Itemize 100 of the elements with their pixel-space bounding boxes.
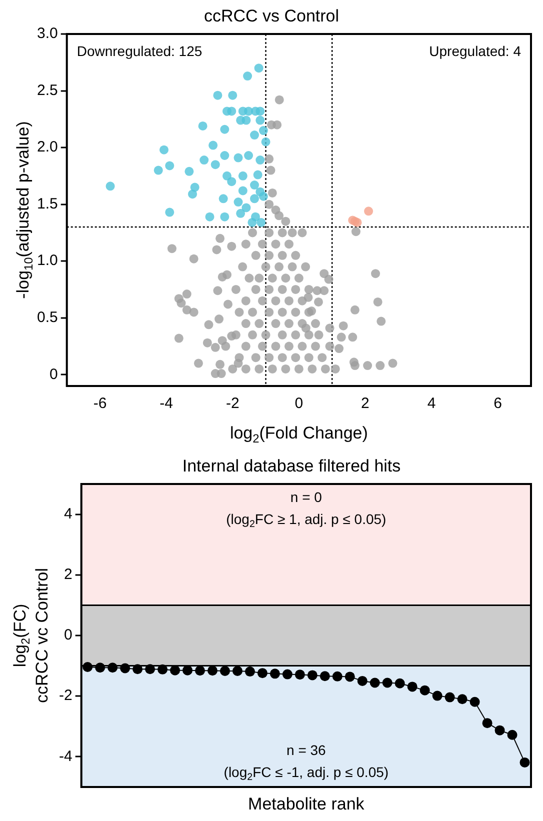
x-tick-label: 4 xyxy=(427,395,436,412)
point xyxy=(220,124,230,134)
point xyxy=(282,669,292,680)
point xyxy=(320,671,330,682)
point xyxy=(238,186,248,196)
point xyxy=(507,730,518,740)
point xyxy=(165,161,174,170)
point xyxy=(132,664,143,674)
point xyxy=(207,666,218,676)
y-axis-title: -log10(adjusted p-value) xyxy=(14,121,36,299)
point xyxy=(220,150,230,160)
point xyxy=(332,671,342,682)
point xyxy=(198,121,208,130)
point xyxy=(257,668,268,678)
point xyxy=(370,678,380,688)
point xyxy=(228,90,238,100)
point xyxy=(227,177,236,186)
point xyxy=(253,170,262,180)
x-tick-label: 0 xyxy=(294,395,304,412)
x-tick-label: 2 xyxy=(361,395,370,412)
annotation: Upregulated: 4 xyxy=(429,42,522,59)
chart-title: ccRCC vs Control xyxy=(204,6,340,26)
y-tick-label: 1.5 xyxy=(36,195,58,212)
point xyxy=(210,160,220,170)
annotation: Downregulated: 125 xyxy=(76,42,202,59)
point xyxy=(258,192,268,201)
y-tick-label: -4 xyxy=(58,748,72,765)
point xyxy=(188,190,198,199)
point xyxy=(261,137,270,146)
y-tick-label: 0 xyxy=(50,366,58,383)
y-tick-label: 4 xyxy=(64,505,72,522)
point xyxy=(222,171,232,180)
x-tick-label: -4 xyxy=(160,395,173,412)
point xyxy=(220,212,230,222)
y-tick-label: 0 xyxy=(64,626,72,644)
point xyxy=(470,696,480,707)
x-tick-label: 6 xyxy=(494,395,502,412)
point xyxy=(208,140,218,150)
point xyxy=(364,206,374,216)
point xyxy=(106,182,115,191)
x-tick-label: -2 xyxy=(226,395,240,412)
point xyxy=(244,150,254,160)
point xyxy=(159,145,168,154)
point xyxy=(256,156,265,165)
point xyxy=(482,718,492,728)
point xyxy=(205,212,214,222)
point xyxy=(258,126,268,136)
point xyxy=(270,668,280,679)
y-tick-label: 2.5 xyxy=(36,82,58,99)
point xyxy=(184,166,194,176)
point xyxy=(294,670,305,680)
point xyxy=(394,678,405,688)
point xyxy=(227,106,236,116)
y-tick-label: 3.0 xyxy=(36,25,58,42)
point xyxy=(82,662,93,672)
point xyxy=(382,678,392,688)
point xyxy=(182,665,193,676)
point xyxy=(213,90,222,100)
point xyxy=(256,218,266,227)
point xyxy=(108,662,118,673)
point xyxy=(520,757,530,768)
point xyxy=(234,153,243,162)
point xyxy=(256,116,265,125)
point xyxy=(218,194,228,204)
point xyxy=(248,218,257,227)
point xyxy=(357,676,368,686)
point xyxy=(165,208,174,217)
point xyxy=(232,666,242,676)
point xyxy=(244,666,255,677)
point xyxy=(256,106,265,116)
x-axis-title: Metabolite rank xyxy=(248,794,365,814)
point xyxy=(250,130,259,140)
point xyxy=(307,670,318,680)
x-tick-label: -6 xyxy=(93,395,107,412)
point xyxy=(236,208,246,218)
point xyxy=(344,672,355,682)
point xyxy=(254,64,264,73)
point xyxy=(250,180,259,190)
point xyxy=(195,666,205,676)
point xyxy=(250,194,259,204)
point xyxy=(234,198,243,207)
point xyxy=(420,685,430,696)
point xyxy=(145,664,156,674)
point xyxy=(432,690,442,701)
y-tick-label: -2 xyxy=(58,687,72,704)
y-tick-label: 1.0 xyxy=(36,252,58,270)
point xyxy=(242,116,251,125)
point xyxy=(158,664,168,674)
point xyxy=(154,166,163,175)
point xyxy=(200,156,209,165)
point xyxy=(170,665,180,676)
point xyxy=(220,666,230,676)
y-tick-label: 2.0 xyxy=(36,138,58,156)
point xyxy=(243,72,252,81)
point xyxy=(242,203,251,212)
point xyxy=(457,694,468,704)
point xyxy=(238,171,248,180)
chart-title: Internal database filtered hits xyxy=(182,456,401,476)
y-tick-label: 0.5 xyxy=(36,309,58,326)
point xyxy=(95,662,106,673)
